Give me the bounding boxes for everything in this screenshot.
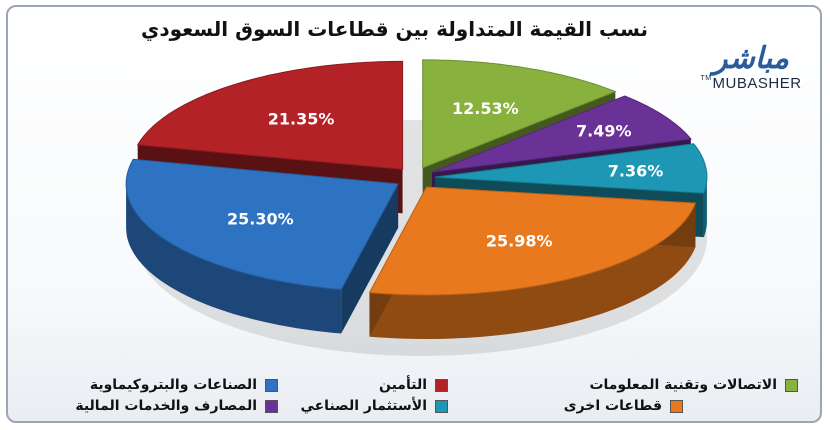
logo-english-word: MUBASHER (712, 75, 802, 92)
legend-swatch-telecom (785, 378, 798, 392)
logo-arabic-text: مباشر (713, 41, 789, 76)
legend-item-telecom: الاتصالات وتقنية المعلومات (589, 377, 798, 393)
legend-swatch-insurance (435, 378, 448, 392)
pie-slice-top-industries (125, 158, 399, 291)
legend-swatch-industries (265, 378, 278, 392)
pie-slice-top-telecom (422, 59, 617, 169)
chart-title: نسب القيمة المتداولة بين قطاعات السوق ال… (141, 17, 648, 41)
legend-swatch-banks (265, 399, 278, 413)
mubasher-logo: مباشر TMMUBASHER (696, 41, 806, 93)
logo-english-text: TMMUBASHER (696, 75, 806, 92)
data-label-banks: 7.49% (576, 122, 632, 141)
legend-label-investment: الأستثمار الصناعي (300, 398, 427, 414)
pie-slice-industries (125, 158, 399, 334)
legend-label-industries: الصناعات والبتروكيماوية (89, 377, 257, 393)
legend-item-industries: الصناعات والبتروكيماوية (90, 377, 278, 393)
legend-item-insurance: التأمين (379, 377, 448, 393)
chart-legend: الصناعات والبتروكيماوية التأمين الاتصالا… (38, 377, 798, 417)
legend-label-banks: المصارف والخدمات المالية (75, 398, 257, 414)
data-label-others: 25.98% (486, 231, 553, 250)
legend-item-investment: الأستثمار الصناعي (300, 398, 448, 414)
data-label-industries: 25.30% (227, 210, 294, 229)
pie-slice-top-others (368, 186, 697, 296)
legend-label-insurance: التأمين (378, 377, 427, 393)
legend-swatch-others (670, 399, 683, 413)
legend-label-telecom: الاتصالات وتقنية المعلومات (589, 377, 777, 393)
pie-slice-top-banks (431, 95, 692, 173)
legend-label-others: قطاعات اخرى (563, 398, 662, 414)
logo-trademark: TM (700, 75, 712, 82)
data-label-telecom: 12.53% (452, 99, 519, 118)
legend-item-others: قطاعات اخرى (564, 398, 683, 414)
pie-slice-top-investment (434, 143, 708, 194)
data-label-insurance: 21.35% (268, 110, 335, 129)
legend-swatch-investment (435, 399, 448, 413)
pie-slice-side-others (369, 203, 696, 339)
pie-slice-others (368, 186, 697, 339)
pie-slice-top-insurance (136, 60, 404, 170)
legend-item-banks: المصارف والخدمات المالية (75, 398, 278, 414)
data-label-investment: 7.36% (608, 162, 664, 181)
pie-slice-side-industries (126, 183, 342, 334)
